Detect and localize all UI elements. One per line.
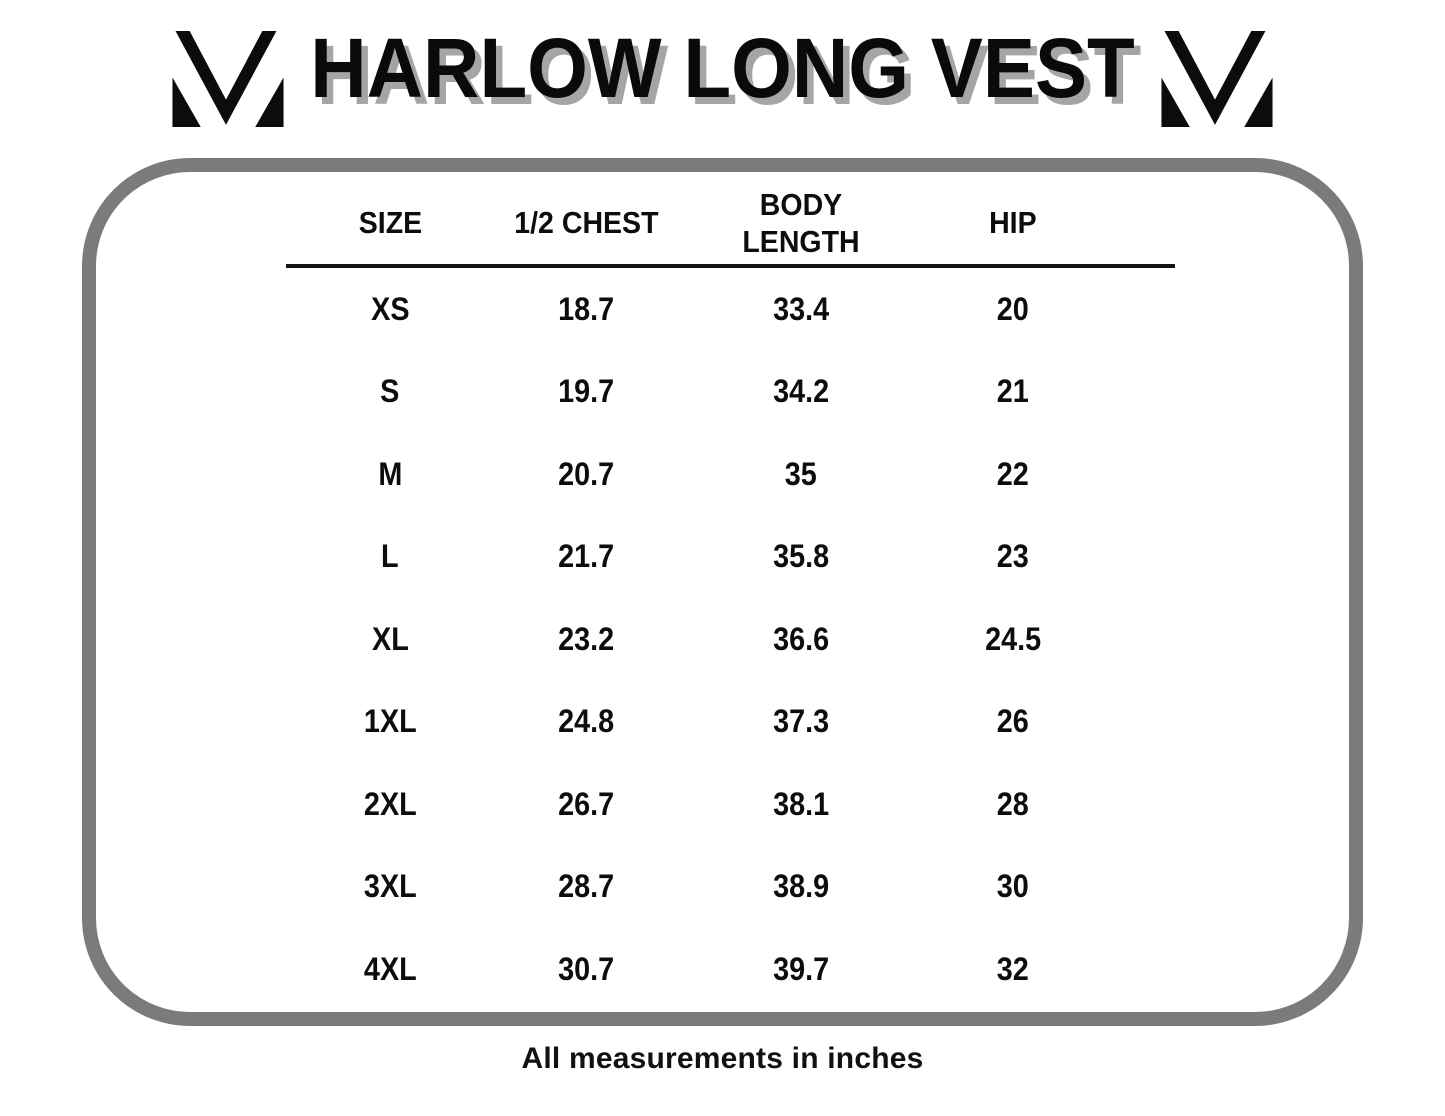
size-cell: 4XL (363, 950, 417, 987)
table-body: XS 18.7 33.4 20 S 19.7 34.2 21 M 20.7 35… (286, 268, 1103, 1011)
hip-cell: 21 (996, 373, 1030, 410)
size-cell: L (381, 538, 399, 575)
body-length-cell: 39.7 (772, 950, 830, 987)
half-chest-cell: 20.7 (558, 455, 615, 492)
table-row: XL 23.2 36.6 24.5 (286, 598, 1103, 681)
body-length-cell: 36.6 (772, 620, 830, 657)
size-chart-card (82, 158, 1363, 1026)
body-length-cell: 38.9 (772, 868, 830, 905)
half-chest-cell: 23.2 (558, 620, 615, 657)
header-underline (286, 264, 1175, 268)
body-length-cell: 37.3 (772, 703, 830, 740)
hip-cell: 28 (996, 785, 1030, 822)
column-header-hip: HIP (989, 205, 1037, 241)
hip-cell: 20 (996, 290, 1030, 327)
size-cell: 2XL (363, 785, 417, 822)
size-cell: XS (370, 290, 410, 327)
body-length-cell: 34.2 (772, 373, 830, 410)
hip-cell: 30 (996, 868, 1030, 905)
column-header-size: SIZE (358, 205, 422, 241)
brand-logo-right (1156, 27, 1278, 133)
column-header-half-chest: 1/2 CHEST (514, 205, 659, 241)
table-row: 2XL 26.7 38.1 28 (286, 763, 1103, 846)
table-row: XS 18.7 33.4 20 (286, 268, 1103, 351)
size-cell: 1XL (363, 703, 417, 740)
half-chest-cell: 26.7 (558, 785, 615, 822)
measurement-unit-note: All measurements in inches (521, 1042, 924, 1075)
hip-cell: 26 (996, 703, 1030, 740)
hip-cell: 32 (996, 950, 1030, 987)
table-header-row: SIZE 1/2 CHEST BODY LENGTH HIP (286, 180, 1103, 266)
body-length-cell: 38.1 (772, 785, 830, 822)
half-chest-cell: 19.7 (558, 373, 615, 410)
table-row: 3XL 28.7 38.9 30 (286, 846, 1103, 929)
half-chest-cell: 30.7 (558, 950, 615, 987)
table-row: 1XL 24.8 37.3 26 (286, 681, 1103, 764)
body-length-cell: 35 (784, 455, 818, 492)
half-chest-cell: 21.7 (558, 538, 615, 575)
column-header-body-length: BODY LENGTH (742, 186, 860, 259)
table-row: S 19.7 34.2 21 (286, 351, 1103, 434)
hip-cell: 24.5 (984, 620, 1042, 657)
half-chest-cell: 24.8 (558, 703, 615, 740)
half-chest-cell: 18.7 (558, 290, 615, 327)
brand-logo-left (167, 27, 289, 133)
body-length-cell: 33.4 (772, 290, 830, 327)
body-length-cell: 35.8 (772, 538, 830, 575)
size-cell: S (380, 373, 400, 410)
page-title: HARLOW LONG VEST (310, 21, 1135, 115)
half-chest-cell: 28.7 (558, 868, 615, 905)
brand-monogram-m-icon (172, 31, 284, 127)
hip-cell: 23 (996, 538, 1030, 575)
size-cell: M (378, 455, 402, 492)
table-row: L 21.7 35.8 23 (286, 516, 1103, 599)
size-cell: 3XL (363, 868, 417, 905)
table-row: 4XL 30.7 39.7 32 (286, 928, 1103, 1011)
table-row: M 20.7 35 22 (286, 433, 1103, 516)
hip-cell: 22 (996, 455, 1030, 492)
size-cell: XL (371, 620, 409, 657)
brand-monogram-m-icon (1161, 31, 1273, 127)
